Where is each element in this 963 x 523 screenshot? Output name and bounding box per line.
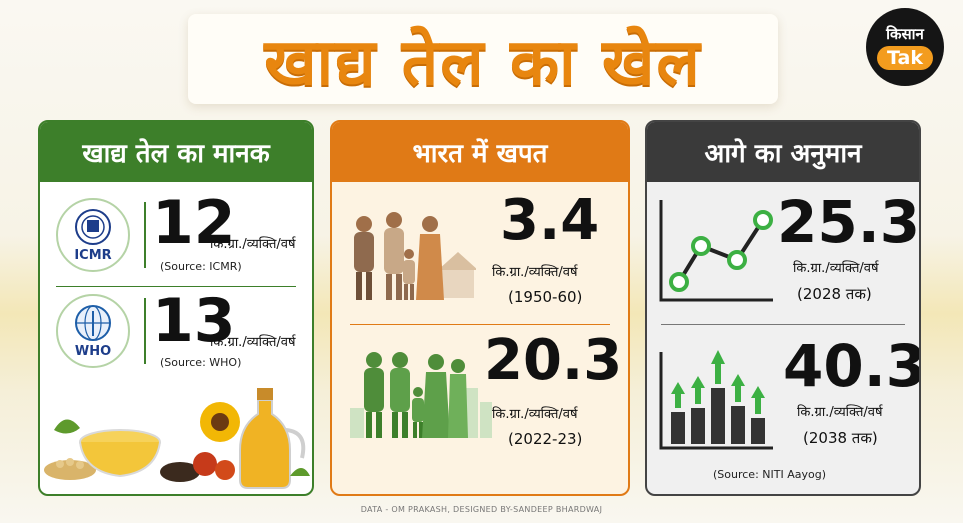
who-emblem-icon bbox=[75, 305, 111, 341]
forecast-divider bbox=[661, 324, 905, 325]
who-value: 13 bbox=[152, 286, 236, 356]
forecast-2038-value: 40.3 bbox=[783, 332, 921, 400]
forecast-2028-unit: कि.ग्रा./व्यक्ति/वर्ष bbox=[793, 261, 879, 276]
logo-bottom-text: Tak bbox=[877, 45, 933, 70]
who-separator bbox=[144, 298, 146, 364]
consumption-1950-period: (1950-60) bbox=[508, 288, 583, 306]
line-trend-icon bbox=[659, 200, 773, 302]
panel-consumption: भारत में खपत 3.4 कि.ग्रा./व्यक्ति/वर्ष (… bbox=[330, 120, 630, 496]
panel-consumption-heading: भारत में खपत bbox=[332, 122, 628, 182]
panel-standard-heading: खाद्य तेल का मानक bbox=[40, 122, 312, 182]
panel-forecast-heading: आगे का अनुमान bbox=[647, 122, 919, 182]
forecast-2028-value: 25.3 bbox=[777, 188, 921, 256]
page-title: खाद्य तेल का खेल bbox=[264, 25, 702, 100]
icmr-separator bbox=[144, 202, 146, 268]
consumption-2022-value: 20.3 bbox=[484, 328, 623, 393]
forecast-2038-period: (2038 तक) bbox=[803, 429, 878, 447]
icmr-label: ICMR bbox=[74, 248, 112, 263]
kisan-tak-logo: किसान Tak bbox=[866, 8, 944, 86]
credits-footer: DATA - OM PRAKASH, DESIGNED BY-SANDEEP B… bbox=[360, 505, 603, 514]
icmr-value: 12 bbox=[152, 188, 236, 258]
icmr-emblem-icon bbox=[75, 209, 111, 245]
logo-top-text: किसान bbox=[886, 24, 924, 43]
forecast-2028-period: (2028 तक) bbox=[797, 285, 872, 303]
icmr-unit: कि.ग्रा./व्यक्ति/वर्ष bbox=[210, 237, 296, 252]
oil-illustration bbox=[44, 388, 310, 489]
bar-growth-icon bbox=[659, 350, 773, 450]
forecast-2038-unit: कि.ग्रा./व्यक्ति/वर्ष bbox=[797, 405, 883, 420]
consumption-1950-unit: कि.ग्रा./व्यक्ति/वर्ष bbox=[492, 265, 578, 280]
icmr-logo: ICMR bbox=[56, 198, 130, 272]
family-1950-illustration bbox=[354, 212, 476, 300]
title-banner: खाद्य तेल का खेल bbox=[188, 14, 778, 104]
consumption-2022-unit: कि.ग्रा./व्यक्ति/वर्ष bbox=[492, 407, 578, 422]
family-2022-illustration bbox=[350, 352, 492, 438]
consumption-2022-period: (2022-23) bbox=[508, 430, 583, 448]
forecast-source: (Source: NITI Aayog) bbox=[713, 468, 826, 481]
icmr-source: (Source: ICMR) bbox=[160, 260, 242, 273]
who-label: WHO bbox=[74, 344, 112, 359]
who-source: (Source: WHO) bbox=[160, 356, 242, 369]
standard-divider bbox=[56, 286, 296, 287]
panel-forecast: आगे का अनुमान 25.3 कि.ग्रा./व्यक्ति/वर्ष… bbox=[645, 120, 921, 496]
who-unit: कि.ग्रा./व्यक्ति/वर्ष bbox=[210, 335, 296, 350]
consumption-divider bbox=[350, 324, 610, 325]
consumption-1950-value: 3.4 bbox=[500, 188, 600, 253]
panel-standard: खाद्य तेल का मानक ICMR 12 कि.ग्रा./व्यक्… bbox=[38, 120, 314, 496]
who-logo: WHO bbox=[56, 294, 130, 368]
